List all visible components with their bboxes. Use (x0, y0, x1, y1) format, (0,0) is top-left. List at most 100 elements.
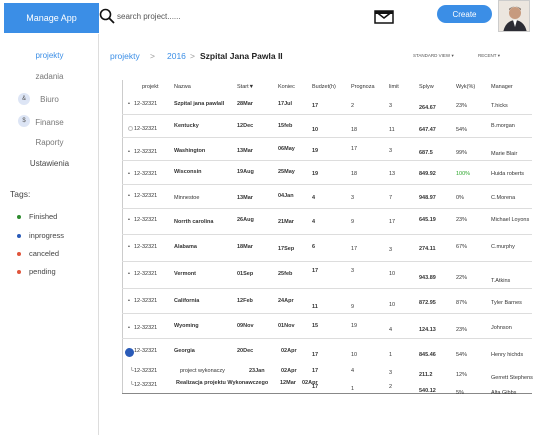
table-cell-budzet: 19 (312, 171, 319, 177)
table-cell-prognoza: 2 (351, 103, 355, 109)
table-cell-budzet: 11 (312, 304, 318, 310)
table-cell-koniec: 17Sep (278, 246, 295, 252)
tag-finished[interactable]: Finished (17, 212, 57, 221)
table-cell-wyk: 87% (456, 300, 468, 306)
table-cell-koniec: 02Apr (302, 380, 318, 386)
tag-dot-icon (17, 214, 21, 219)
table-cell-nazwa[interactable]: Vermont (174, 271, 197, 277)
table-cell-nazwa[interactable]: Georgia (174, 348, 195, 354)
table-cell-nazwa[interactable]: project wykonaczy (180, 368, 225, 374)
table-cell-budzet: 10 (312, 127, 319, 133)
tag-inprogress[interactable]: inprogress (17, 231, 64, 240)
standard-view-select[interactable]: STANDARD VIEW ▾ (413, 53, 454, 59)
row-divider (122, 234, 532, 235)
search-input[interactable] (117, 11, 237, 21)
app-title[interactable]: Manage App (4, 3, 99, 33)
table-cell-prognoza: 4 (351, 368, 355, 374)
row-divider (122, 208, 532, 209)
table-cell-nazwa[interactable]: Kentucky (174, 123, 199, 129)
tag-dot-icon (17, 251, 21, 256)
sidebar-item-ustawienia[interactable]: Ustawienia (29, 159, 70, 168)
col-limit-header[interactable]: limit (389, 84, 399, 90)
table-cell-wyk: 54% (456, 127, 468, 133)
row-divider (122, 137, 532, 138)
table-cell-projekt: 12-32321 (134, 368, 158, 374)
table-cell-limit: 11 (389, 127, 395, 133)
table-cell-limit: 7 (389, 195, 393, 201)
table-cell-limit: 13 (389, 171, 396, 177)
table-cell-nazwa[interactable]: Szpital jana pawlall (174, 101, 225, 107)
col-prognoza-header[interactable]: Prognoza (351, 84, 375, 90)
row-bullet-icon: • (128, 271, 130, 277)
table-cell-nazwa[interactable]: California (174, 298, 200, 304)
table-cell-prognoza: 9 (351, 219, 355, 225)
table-cell-projekt: 12-32321 (134, 298, 158, 304)
table-cell-start: 01Sep (237, 271, 254, 277)
table-cell-nazwa[interactable]: Washington (174, 148, 206, 154)
recent-select[interactable]: RECENT ▾ (478, 53, 500, 59)
col-manager-header[interactable]: Manager (491, 84, 513, 90)
table-cell-start: 20Dec (237, 348, 254, 354)
chevron-down-icon: ▾ (497, 53, 500, 58)
sidebar-item-zadania[interactable]: zadania (35, 72, 64, 81)
table-cell-nazwa[interactable]: Minnestoe (174, 195, 200, 201)
table-cell-nazwa[interactable]: Wisconsin (174, 169, 202, 175)
table-cell-nazwa[interactable]: Alabama (174, 244, 197, 250)
table-cell-projekt: 12-32321 (134, 348, 158, 354)
tag-pending[interactable]: pending (17, 267, 56, 276)
table-cell-manager: Henry hichds (491, 352, 524, 358)
sidebar-item-finanse[interactable]: Finanse (35, 118, 64, 127)
col-start-header[interactable]: Start▼ (237, 84, 255, 90)
table-cell-wyk: 0% (456, 195, 464, 201)
table-cell-nazwa[interactable]: Wyoming (174, 323, 199, 329)
table-cell-limit: 1 (389, 352, 393, 358)
table-cell-nazwa[interactable]: Realizacja projektu Wykonawczego (176, 380, 269, 386)
table-cell-koniec: 24Apr (278, 298, 294, 304)
expand-toggle-icon[interactable] (125, 348, 134, 359)
table-cell-nazwa[interactable]: Norrth carolina (174, 219, 214, 225)
mail-icon[interactable] (374, 10, 394, 24)
col-budzet-header[interactable]: Budzet(h) (312, 84, 336, 90)
col-koniec-header[interactable]: Koniec (278, 84, 295, 90)
table-cell-manager: C.Morena (491, 195, 516, 201)
table-cell-projekt: 12-32321 (134, 382, 158, 388)
table-cell-projekt: 12-32321 (134, 325, 158, 331)
breadcrumb-year[interactable]: 2016 (167, 51, 186, 61)
tag-canceled[interactable]: canceled (17, 249, 59, 258)
breadcrumb-projekty[interactable]: projekty (110, 51, 140, 61)
table-cell-manager: Michael Loyons (491, 217, 530, 223)
table-border (122, 80, 123, 393)
table-cell-koniec: 02Apr (281, 368, 297, 374)
table-cell-limit: 2 (389, 384, 393, 390)
table-cell-projekt: 12-32321 (134, 217, 158, 223)
col-nazwa-header[interactable]: Nazwa (174, 84, 191, 90)
table-cell-start: 12Feb (237, 298, 253, 304)
top-bar: Manage App Create (0, 0, 553, 34)
table-cell-splyw: 540.12 (419, 388, 436, 394)
table-cell-budzet: 17 (312, 368, 319, 374)
sidebar-item-projekty[interactable]: projekty (35, 51, 64, 60)
table-cell-wyk: 23% (456, 217, 468, 223)
sidebar-item-raporty[interactable]: Raporty (35, 138, 64, 147)
table-cell-koniec: 06May (278, 146, 295, 152)
row-divider (122, 184, 532, 185)
col-wyk-header[interactable]: Wyk(%) (456, 84, 476, 90)
table-cell-projekt: 12-32321 (134, 193, 158, 199)
create-button[interactable]: Create (437, 5, 492, 23)
table-cell-limit: 4 (389, 327, 393, 333)
table-cell-splyw: 687.5 (419, 150, 433, 156)
col-projekt-header[interactable]: projekt (142, 84, 159, 90)
table-cell-limit: 3 (389, 148, 393, 154)
table-cell-projekt: 12-32321 (134, 126, 158, 132)
search-icon[interactable] (99, 8, 115, 24)
avatar[interactable] (498, 0, 530, 32)
col-splyw-header[interactable]: Splyw (419, 84, 434, 90)
row-bullet-icon: • (128, 149, 130, 155)
row-bullet-icon: • (128, 101, 130, 107)
table-cell-projekt: 12-32321 (134, 244, 158, 250)
table-cell-prognoza: 17 (351, 146, 358, 152)
tag-label: Finished (29, 212, 58, 221)
table-cell-start: 28Mar (237, 101, 253, 107)
sidebar-item-biuro[interactable]: Biuro (40, 95, 59, 104)
table-cell-wyk: 99% (456, 150, 468, 156)
